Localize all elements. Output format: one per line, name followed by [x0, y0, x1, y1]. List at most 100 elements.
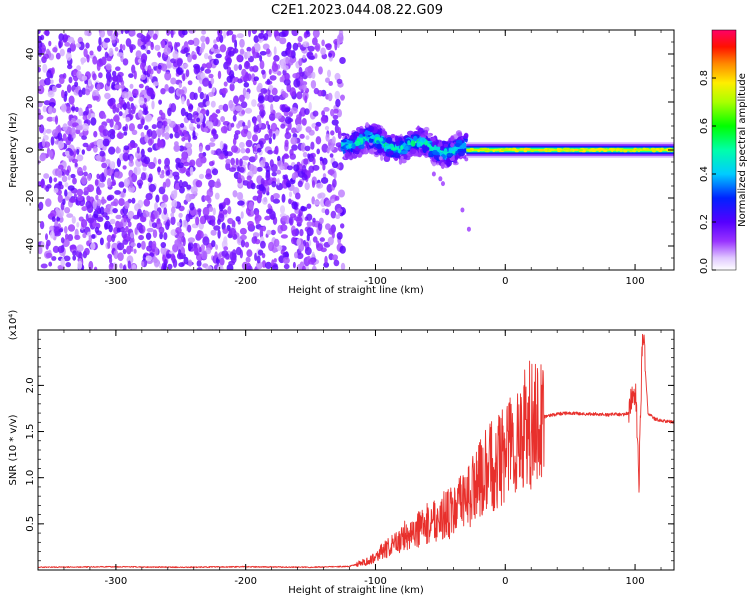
spectrogram-cell: [303, 158, 309, 165]
spectrogram-cell: [327, 69, 331, 78]
spectrogram-cell: [262, 157, 266, 164]
spectrogram-cell: [259, 109, 266, 117]
spectrogram-cell: [38, 35, 43, 41]
spectrogram-cell: [251, 30, 258, 35]
spectrogram-cell: [178, 82, 182, 88]
spectrogram-cell: [106, 234, 113, 243]
spectrogram-cell: [233, 64, 239, 71]
spectrogram-cell: [81, 135, 87, 140]
spectrogram-cell: [208, 142, 216, 148]
spectrogram-cell: [433, 151, 440, 156]
spectrogram-cell: [122, 113, 126, 119]
spectrogram-cell: [91, 234, 96, 239]
spectrogram-cell: [137, 123, 143, 130]
spectrogram-cell: [115, 171, 123, 179]
colorbar-frame: [711, 29, 737, 271]
spectrogram-cell: [394, 135, 399, 142]
spectrogram-cell: [105, 159, 111, 165]
spectrogram-x-tick-label: -200: [234, 276, 257, 287]
spectrogram-cell: [151, 256, 157, 263]
spectrogram-cell: [286, 165, 293, 171]
spectrogram-cell: [299, 133, 305, 139]
spectrogram-cell: [57, 245, 65, 254]
spectrogram-cell: [60, 237, 65, 244]
spectrogram-cell: [281, 50, 288, 57]
spectrogram-cell: [241, 110, 246, 115]
spectrogram-cell: [399, 140, 404, 145]
spectrogram-cell: [316, 243, 324, 252]
spectrogram-cell: [137, 208, 142, 217]
spectrogram-cell: [75, 249, 82, 258]
spectrogram-cell: [120, 191, 125, 198]
spectrogram-cell: [182, 129, 187, 135]
spectrogram-cell: [155, 128, 164, 136]
spectrogram-cell: [187, 54, 193, 63]
spectrogram-cell: [86, 173, 92, 181]
spectrogram-cell: [189, 202, 195, 211]
spectrogram-cell: [304, 145, 311, 152]
spectrogram-cell: [416, 142, 421, 148]
spectrogram-cell: [48, 261, 53, 267]
spectrogram-cell: [192, 130, 196, 139]
spectrogram-cell: [113, 250, 119, 260]
spectrogram-cell: [62, 198, 66, 206]
spectrogram-cell: [388, 150, 394, 156]
spectrogram-cell: [129, 83, 134, 89]
spectrogram-cell: [173, 188, 178, 198]
spectrogram-cell: [253, 76, 259, 82]
spectrogram-cell: [181, 219, 188, 228]
spectrogram-cell: [45, 233, 48, 241]
spectrogram-cell: [142, 36, 150, 43]
spectrogram-cell: [148, 30, 155, 37]
spectrogram-cell: [195, 180, 203, 188]
spectrogram-cell: [222, 103, 229, 112]
spectrogram-cell: [151, 240, 157, 249]
spectrogram-cell: [82, 232, 87, 239]
spectrogram-cell: [199, 91, 205, 100]
spectrogram-cell: [270, 194, 275, 203]
spectrogram-cell: [141, 240, 146, 250]
spectrogram-cell: [320, 177, 329, 184]
spectrogram-cell: [325, 223, 331, 231]
spectrogram-cell: [68, 114, 72, 121]
spectrogram-cell: [93, 266, 98, 270]
spectrogram-cell: [64, 189, 68, 197]
spectrogram-cell: [52, 107, 57, 114]
spectrogram-cell: [258, 184, 265, 191]
spectrogram-cell: [192, 54, 197, 60]
spectrogram-cell: [270, 163, 278, 173]
spectrogram-cell: [72, 177, 77, 185]
spectrogram-cell: [122, 165, 127, 170]
spectrogram-cell: [398, 158, 403, 165]
spectrogram-cell: [144, 125, 149, 131]
spectrogram-cell: [282, 92, 289, 99]
spectrogram-cell: [226, 30, 234, 36]
spectrogram-cell: [660, 147, 664, 150]
spectrogram-cell: [264, 261, 272, 269]
colorbar-ticks: 0.0 0.2 0.4 0.6 0.8: [699, 70, 716, 274]
snr-background: [38, 330, 674, 570]
spectrogram-cell: [248, 201, 254, 210]
spectrogram-cell: [227, 206, 232, 215]
spectrogram-cell: [170, 103, 177, 113]
spectrogram-cell: [81, 75, 88, 81]
colorbar-label: Normalized spectral amplitude: [737, 73, 748, 227]
spectrogram-cell: [232, 190, 238, 198]
spectrogram-cell: [284, 116, 292, 124]
spectrogram-cell: [151, 124, 157, 130]
spectrogram-cell: [358, 134, 364, 138]
spectrogram-cell: [211, 219, 216, 227]
spectrogram-cell: [38, 85, 45, 95]
spectrogram-cell: [289, 213, 297, 219]
spectrogram-cell: [275, 35, 281, 41]
spectrogram-cell: [145, 255, 153, 262]
spectrogram-cell: [458, 151, 465, 157]
spectrogram-cell: [170, 212, 175, 218]
spectrogram-cell: [341, 132, 347, 137]
spectrogram-cell: [104, 92, 111, 100]
spectrogram-cell: [52, 85, 57, 93]
spectrogram-cell: [174, 131, 180, 139]
spectrogram-cell: [267, 124, 271, 130]
spectrogram-cell: [459, 145, 464, 150]
spectrogram-cell: [163, 47, 171, 55]
